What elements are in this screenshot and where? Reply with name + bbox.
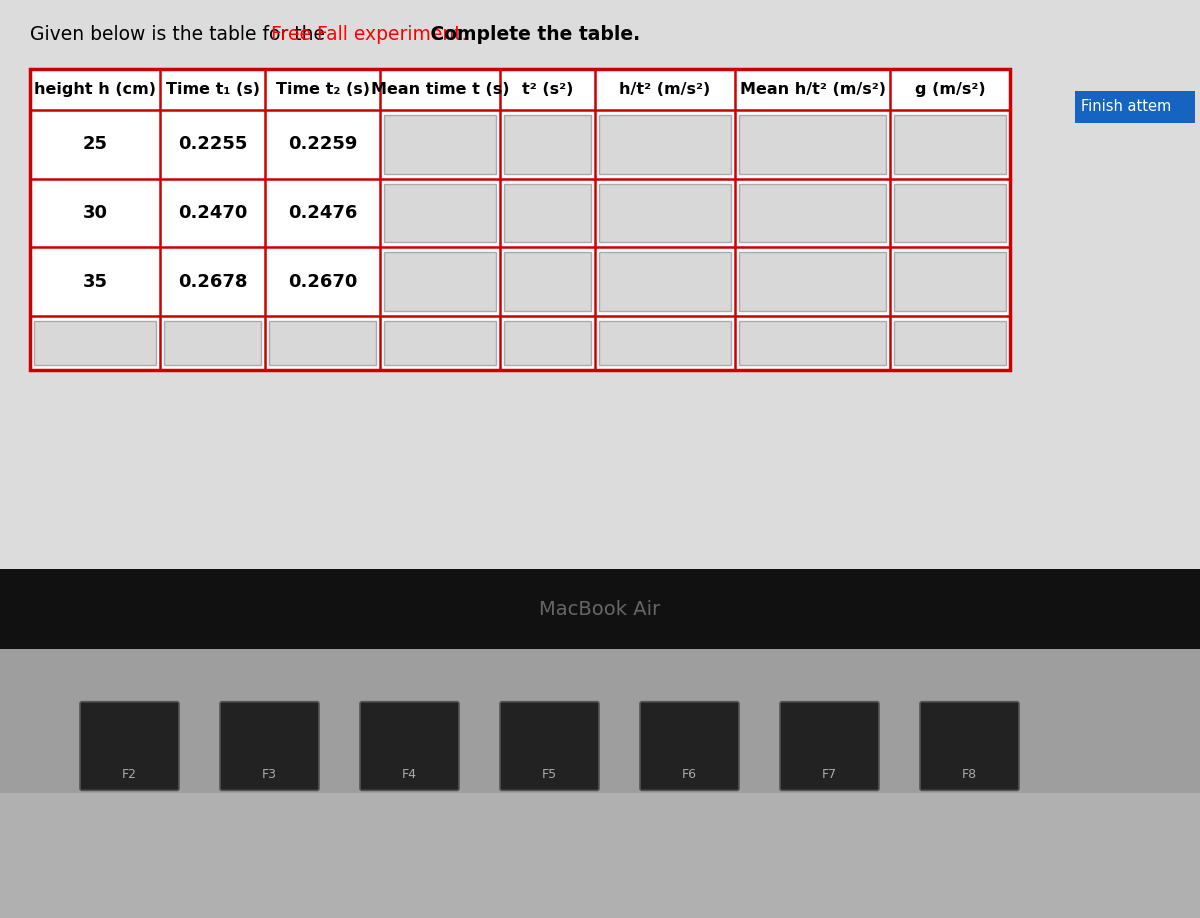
Bar xyxy=(384,321,496,365)
Bar xyxy=(739,184,886,242)
Text: Free Fall experiment.: Free Fall experiment. xyxy=(271,25,468,43)
FancyBboxPatch shape xyxy=(920,701,1019,790)
FancyBboxPatch shape xyxy=(640,701,739,790)
Text: F4: F4 xyxy=(402,768,418,781)
Text: h/t² (m/s²): h/t² (m/s²) xyxy=(619,82,710,96)
Text: 35: 35 xyxy=(83,273,108,291)
Bar xyxy=(894,321,1006,365)
FancyBboxPatch shape xyxy=(360,701,458,790)
Text: Mean h/t² (m/s²): Mean h/t² (m/s²) xyxy=(739,82,886,96)
Text: 0.2255: 0.2255 xyxy=(178,135,247,153)
Text: F3: F3 xyxy=(262,768,277,781)
Bar xyxy=(30,69,1010,370)
Bar xyxy=(504,184,592,242)
Text: 0.2259: 0.2259 xyxy=(288,135,358,153)
Text: 0.2678: 0.2678 xyxy=(178,273,247,291)
Text: Time t₂ (s): Time t₂ (s) xyxy=(276,82,370,96)
Bar xyxy=(0,793,1200,918)
Text: g (m/s²): g (m/s²) xyxy=(914,82,985,96)
Bar xyxy=(739,321,886,365)
Bar xyxy=(504,115,592,174)
Text: Time t₁ (s): Time t₁ (s) xyxy=(166,82,259,96)
Text: Mean time t (s): Mean time t (s) xyxy=(371,82,509,96)
Text: 0.2470: 0.2470 xyxy=(178,204,247,222)
Bar xyxy=(599,115,731,174)
Text: 0.2476: 0.2476 xyxy=(288,204,358,222)
FancyBboxPatch shape xyxy=(220,701,319,790)
Bar xyxy=(599,252,731,311)
Bar xyxy=(269,321,376,365)
Bar xyxy=(599,184,731,242)
Bar xyxy=(894,252,1006,311)
Text: Finish attem: Finish attem xyxy=(1081,99,1171,115)
Text: F2: F2 xyxy=(122,768,137,781)
Text: 0.2670: 0.2670 xyxy=(288,273,358,291)
Bar xyxy=(504,321,592,365)
Bar xyxy=(739,252,886,311)
Text: t² (s²): t² (s²) xyxy=(522,82,574,96)
Text: F5: F5 xyxy=(542,768,557,781)
Bar xyxy=(599,321,731,365)
Bar xyxy=(384,252,496,311)
Bar xyxy=(739,115,886,174)
Bar xyxy=(384,184,496,242)
Bar xyxy=(0,569,1200,649)
Bar xyxy=(1075,91,1195,123)
Bar xyxy=(0,649,1200,918)
Text: Complete the table.: Complete the table. xyxy=(425,25,641,43)
Bar xyxy=(384,115,496,174)
Text: 25: 25 xyxy=(83,135,108,153)
Bar xyxy=(34,321,156,365)
FancyBboxPatch shape xyxy=(80,701,179,790)
Text: F6: F6 xyxy=(682,768,697,781)
Text: height h (cm): height h (cm) xyxy=(34,82,156,96)
Text: MacBook Air: MacBook Air xyxy=(539,599,661,619)
FancyBboxPatch shape xyxy=(500,701,599,790)
Bar xyxy=(894,115,1006,174)
FancyBboxPatch shape xyxy=(780,701,878,790)
Bar xyxy=(30,69,1010,370)
Text: F8: F8 xyxy=(962,768,977,781)
Text: Given below is the table for the: Given below is the table for the xyxy=(30,25,331,43)
Text: 30: 30 xyxy=(83,204,108,222)
Bar xyxy=(504,252,592,311)
Text: F7: F7 xyxy=(822,768,838,781)
Bar xyxy=(164,321,262,365)
Bar xyxy=(894,184,1006,242)
